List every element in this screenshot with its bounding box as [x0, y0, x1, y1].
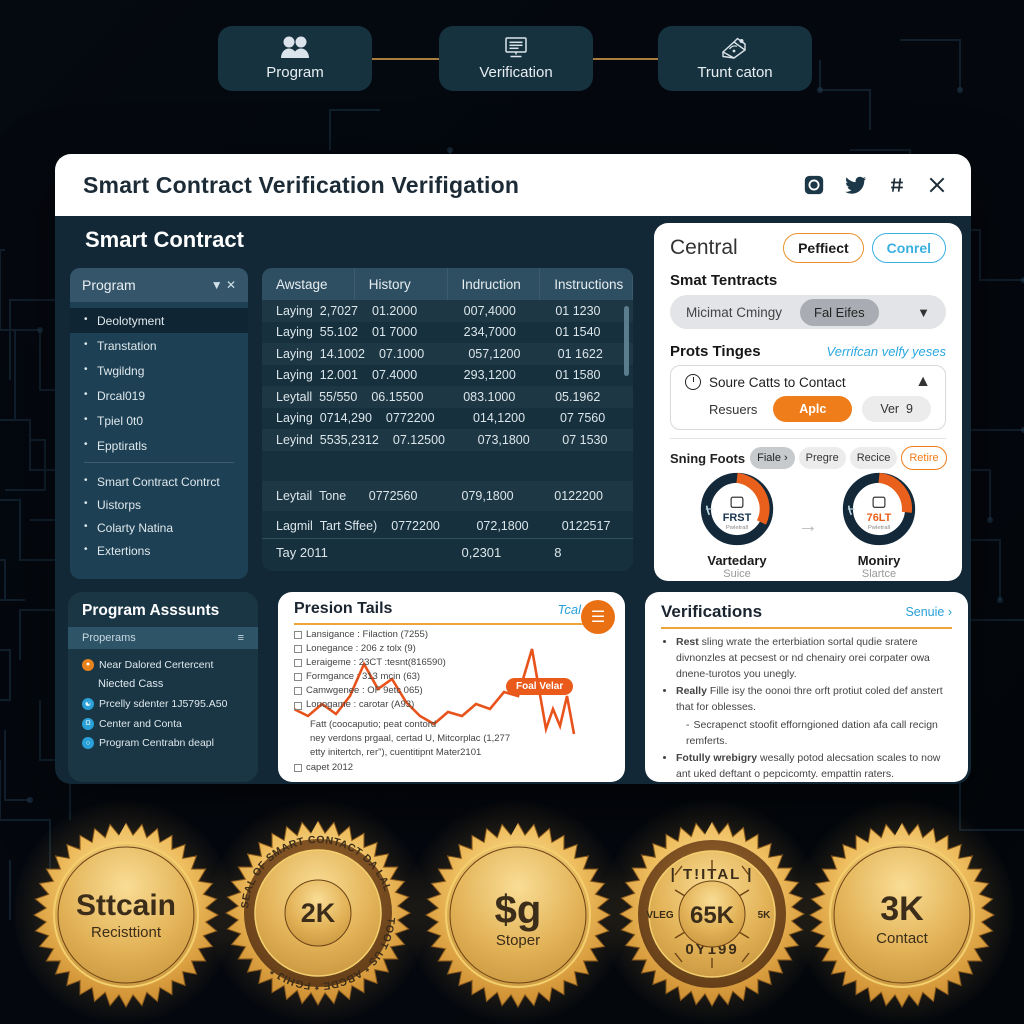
svg-text:FRST: FRST	[723, 512, 752, 524]
svg-text:5K: 5K	[758, 910, 772, 921]
svg-text:Pwletrall: Pwletrall	[726, 525, 748, 531]
svg-text:76LT: 76LT	[867, 512, 892, 524]
svg-text:Sttcain: Sttcain	[76, 889, 176, 922]
svg-text:65K: 65K	[690, 902, 735, 929]
svg-text:Recisttiont: Recisttiont	[91, 924, 162, 941]
svg-text:Contact: Contact	[876, 930, 929, 947]
svg-text:VLEG: VLEG	[646, 910, 673, 921]
svg-text:3K: 3K	[880, 890, 924, 928]
svg-text:$g: $g	[495, 888, 542, 932]
svg-text:Stoper: Stoper	[496, 932, 540, 949]
svg-text:Pwletrall: Pwletrall	[868, 525, 890, 531]
svg-text:2K: 2K	[301, 898, 336, 928]
